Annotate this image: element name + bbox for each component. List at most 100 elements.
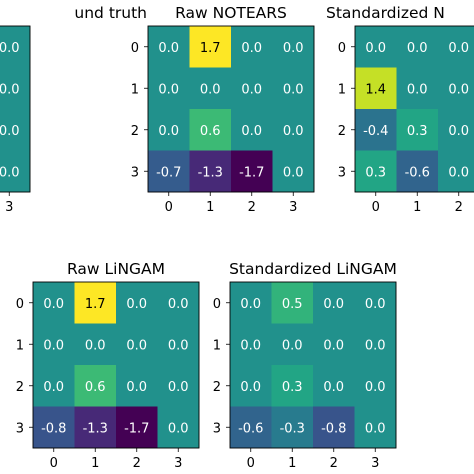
cell-value-label: 0.3: [282, 380, 303, 395]
heatmap-cell-0-3: [272, 26, 315, 68]
cell-value-label: 0.0: [0, 41, 20, 56]
cell-value-label: 0.0: [0, 165, 20, 180]
y-tick-label: 2: [338, 124, 346, 139]
cell-value-label: 0.0: [407, 41, 428, 56]
heatmap-cell-3-2: [116, 406, 158, 449]
x-tick-label: 3: [5, 200, 13, 215]
heatmap-cell-3-0: [33, 406, 75, 449]
y-tick-label: 2: [16, 380, 24, 395]
heatmap-cell-0-2: [116, 282, 158, 324]
cell-value-label: 0.0: [448, 82, 469, 97]
x-tick-label: 2: [133, 456, 141, 471]
heatmap-cell-1-3: [354, 323, 397, 366]
heatmap-cell-2-1: [396, 109, 439, 151]
cell-value-label: 0.0: [241, 82, 262, 97]
heatmap-cell-3-0: [148, 150, 190, 193]
x-tick-label: 0: [50, 456, 58, 471]
heatmap-cell-0-2: [313, 282, 355, 324]
heatmap-cell-1-2: [438, 67, 474, 110]
cell-value-label: 0.6: [85, 380, 106, 395]
cell-value-label: 0.0: [282, 338, 303, 353]
heatmap-cell-2-1: [271, 365, 314, 407]
cell-value-label: 0.0: [241, 41, 262, 56]
cell-value-label: 0.0: [283, 124, 304, 139]
cell-value-label: -0.7: [156, 165, 181, 180]
cell-value-label: 0.0: [365, 421, 386, 436]
heatmap-raw-lingam: Raw LiNGAM 0.0 1.7 0.0 0.0 0.0 0.0 0.0 0.0 0.0 0.6…: [16, 260, 200, 471]
cell-value-label: 0.0: [200, 82, 221, 97]
heatmap-cell-3-2: [313, 406, 355, 449]
y-tick-label: 1: [338, 82, 346, 97]
y-tick-label: 3: [338, 165, 346, 180]
heatmap-cell-1-3: [272, 67, 315, 110]
cell-value-label: 0.0: [85, 338, 106, 353]
heatmap-cell-0-2: [231, 26, 273, 68]
y-tick-label: 0: [213, 297, 221, 312]
cell-value-label: 0.0: [168, 380, 189, 395]
heatmap-cell-2-0: [33, 365, 75, 407]
heatmap-cell-1-3: [0, 67, 31, 110]
cell-value-label: 0.0: [0, 82, 20, 97]
heatmap-cell-1-2: [231, 67, 273, 110]
heatmap-cell-0-1: [74, 282, 117, 324]
x-tick-label: 1: [413, 200, 421, 215]
cell-value-label: -1.7: [239, 165, 264, 180]
heatmap-cell-0-3: [354, 282, 397, 324]
cell-value-label: 0.0: [43, 338, 64, 353]
heatmap-cell-0-2: [438, 26, 474, 68]
heatmap-cell-3-0: [230, 406, 272, 449]
x-tick-label: 2: [455, 200, 463, 215]
cell-value-label: 0.0: [168, 297, 189, 312]
heatmap-cell-2-2: [313, 365, 355, 407]
heatmap-frame: [354, 25, 474, 193]
heatmap-cell-2-3: [0, 109, 31, 151]
x-tick-label: 0: [372, 200, 380, 215]
cell-value-label: 1.7: [200, 41, 221, 56]
y-tick-label: 3: [131, 165, 139, 180]
cell-value-label: 0.0: [323, 297, 344, 312]
heatmap-ground-truth: und truth0.01.70.00.00.00.00.00.00.00.60…: [0, 4, 147, 215]
heatmap-cell-0-0: [230, 282, 272, 324]
cell-value-label: 0.0: [168, 421, 189, 436]
heatmap-cell-0-3: [0, 26, 31, 68]
heatmap-cell-3-1: [396, 150, 439, 193]
x-tick-label: 3: [174, 456, 182, 471]
y-tick-label: 3: [213, 421, 221, 436]
heatmap-cell-2-0: [355, 109, 397, 151]
heatmap-cell-3-3: [157, 406, 200, 449]
heatmap-cell-1-0: [355, 67, 397, 110]
heatmap-cell-3-2: [231, 150, 273, 193]
heatmap-cell-1-1: [271, 323, 314, 366]
y-tick-label: 3: [16, 421, 24, 436]
cell-value-label: -1.7: [124, 421, 149, 436]
cell-value-label: 0.0: [240, 338, 261, 353]
x-tick-label: 2: [248, 200, 256, 215]
heatmap-cell-1-2: [313, 323, 355, 366]
cell-value-label: 0.0: [158, 41, 179, 56]
panel-title: Standardized N: [326, 4, 445, 22]
cell-value-label: 0.0: [240, 380, 261, 395]
cell-value-label: 0.0: [158, 124, 179, 139]
heatmap-cell-3-0: [355, 150, 397, 193]
cell-value-label: 0.0: [283, 165, 304, 180]
cell-value-label: -0.6: [405, 165, 430, 180]
heatmap-cell-2-3: [354, 365, 397, 407]
cell-value-label: -0.6: [238, 421, 263, 436]
x-tick-label: 2: [330, 456, 338, 471]
heatmap-cell-0-3: [157, 282, 200, 324]
cell-value-label: 0.0: [0, 124, 20, 139]
heatmap-cell-3-1: [189, 150, 232, 193]
cell-value-label: 0.0: [448, 165, 469, 180]
cell-value-label: 0.0: [126, 380, 147, 395]
heatmap-cell-1-0: [148, 67, 190, 110]
cell-value-label: 0.0: [126, 297, 147, 312]
y-tick-label: 1: [213, 338, 221, 353]
cell-value-label: -0.4: [363, 124, 388, 139]
panel-title: Raw LiNGAM: [67, 260, 165, 278]
cell-value-label: 0.0: [43, 380, 64, 395]
panel-title: und truth: [74, 4, 147, 22]
heatmap-cell-2-2: [116, 365, 158, 407]
cell-value-label: 0.0: [407, 82, 428, 97]
y-tick-label: 0: [131, 41, 139, 56]
cell-value-label: 0.0: [365, 338, 386, 353]
